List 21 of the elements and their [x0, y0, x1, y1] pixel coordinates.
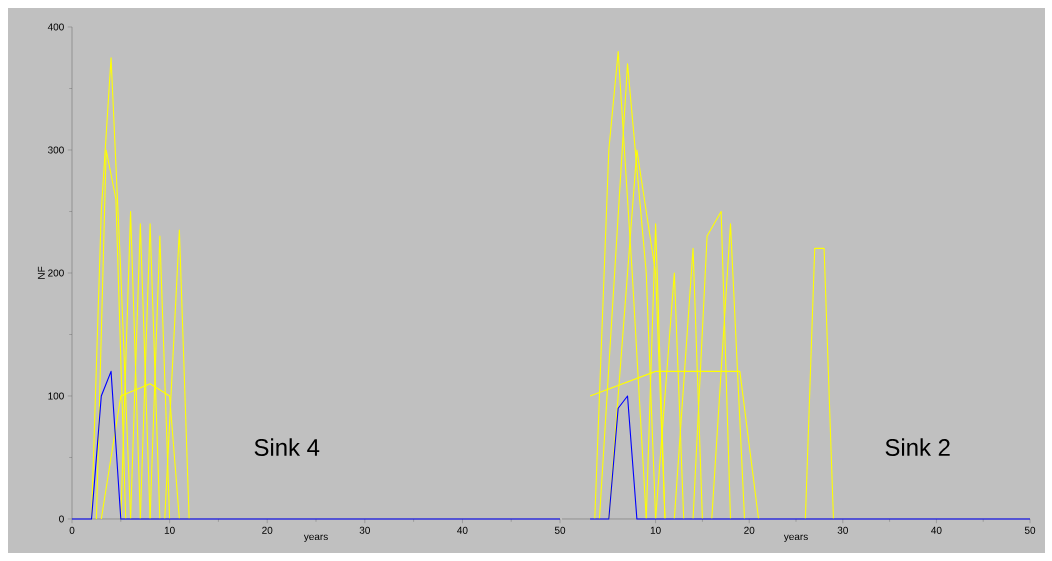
x-tick-label: 20 [262, 526, 273, 534]
y-axis-title: NF [37, 266, 45, 279]
x-tick-label: 50 [554, 526, 566, 534]
x-tick-label: 20 [744, 526, 755, 534]
x-tick-label: 30 [359, 526, 370, 534]
x-tick-label: 50 [1024, 526, 1036, 534]
y-tick-label: 300 [47, 146, 64, 154]
x-tick-label: 10 [650, 526, 661, 534]
x-tick-label: 30 [837, 526, 848, 534]
annotation: Sink 4 [254, 438, 320, 456]
x-tick-label: 40 [931, 526, 942, 534]
x-tick-label: 40 [457, 526, 468, 534]
y-tick-label: 400 [47, 23, 64, 31]
y-tick-label: 100 [48, 392, 64, 400]
x-tick-label: 10 [164, 526, 175, 534]
x-axis-title: years [783, 534, 808, 543]
x-tick-label: 0 [69, 526, 75, 534]
annotation: Sink 2 [885, 438, 950, 456]
y-tick-label: 0 [59, 515, 64, 523]
y-tick-label: 200 [48, 269, 64, 277]
x-axis-title: years [303, 534, 328, 543]
